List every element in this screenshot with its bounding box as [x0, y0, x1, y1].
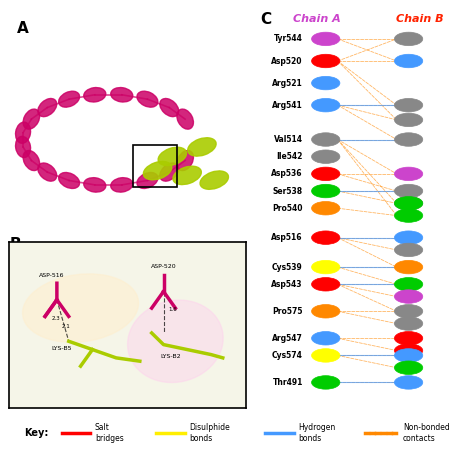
Text: LYS-B2: LYS-B2 [160, 354, 181, 359]
Ellipse shape [394, 133, 423, 146]
Text: Ile542: Ile542 [276, 152, 303, 161]
Text: ASP-516: ASP-516 [39, 273, 65, 278]
Text: Thr491: Thr491 [273, 378, 303, 387]
Text: ASP-520: ASP-520 [151, 264, 176, 269]
Text: Cys574: Cys574 [272, 351, 303, 360]
Ellipse shape [311, 99, 340, 112]
Text: Pro575: Pro575 [273, 307, 303, 316]
Text: Asp520: Asp520 [271, 56, 303, 65]
Ellipse shape [16, 137, 30, 157]
Text: Key:: Key: [24, 428, 48, 438]
Ellipse shape [311, 331, 340, 345]
Ellipse shape [84, 178, 106, 192]
Ellipse shape [160, 99, 179, 117]
Ellipse shape [311, 150, 340, 164]
Text: Asp536: Asp536 [271, 169, 303, 178]
Text: Ser538: Ser538 [273, 187, 303, 196]
Ellipse shape [394, 32, 423, 46]
Ellipse shape [23, 151, 40, 171]
Text: Asp516: Asp516 [271, 233, 303, 242]
Ellipse shape [394, 376, 423, 389]
Text: Val514: Val514 [274, 135, 303, 144]
Ellipse shape [23, 109, 40, 129]
Ellipse shape [188, 138, 216, 156]
Text: Non-bonded
contacts: Non-bonded contacts [403, 423, 450, 443]
Ellipse shape [311, 76, 340, 90]
Ellipse shape [143, 162, 172, 180]
Ellipse shape [311, 260, 340, 274]
Ellipse shape [311, 167, 340, 181]
Ellipse shape [394, 317, 423, 330]
Ellipse shape [394, 331, 423, 345]
Ellipse shape [394, 113, 423, 127]
Ellipse shape [311, 278, 340, 291]
Text: Chain A: Chain A [293, 14, 341, 24]
Ellipse shape [394, 167, 423, 181]
Ellipse shape [394, 54, 423, 68]
Ellipse shape [394, 304, 423, 318]
Ellipse shape [59, 173, 80, 189]
Text: 2.1: 2.1 [62, 324, 70, 329]
Ellipse shape [394, 349, 423, 362]
Ellipse shape [394, 260, 423, 274]
Ellipse shape [311, 349, 340, 362]
Ellipse shape [394, 243, 423, 257]
Ellipse shape [177, 151, 193, 171]
Ellipse shape [137, 91, 158, 107]
Text: Arg521: Arg521 [272, 79, 303, 88]
Ellipse shape [394, 99, 423, 112]
Ellipse shape [394, 184, 423, 198]
Text: Chain B: Chain B [396, 14, 443, 24]
Ellipse shape [200, 171, 228, 189]
Text: Arg547: Arg547 [272, 334, 303, 343]
Text: Pro540: Pro540 [273, 204, 303, 213]
Ellipse shape [394, 344, 423, 357]
Text: Disulphide
bonds: Disulphide bonds [190, 423, 230, 443]
Text: Hydrogen
bonds: Hydrogen bonds [299, 423, 336, 443]
Text: Arg541: Arg541 [272, 100, 303, 109]
Ellipse shape [111, 88, 133, 102]
Text: LYS-B5: LYS-B5 [51, 346, 72, 351]
Text: Tyr544: Tyr544 [274, 35, 303, 44]
Ellipse shape [394, 361, 423, 374]
Ellipse shape [16, 122, 30, 143]
Ellipse shape [177, 109, 193, 129]
Ellipse shape [394, 290, 423, 303]
Ellipse shape [38, 99, 57, 117]
Ellipse shape [394, 197, 423, 210]
Ellipse shape [311, 133, 340, 146]
Ellipse shape [137, 173, 158, 189]
Ellipse shape [173, 166, 201, 184]
Text: A: A [17, 21, 29, 36]
Ellipse shape [59, 91, 80, 107]
Ellipse shape [311, 201, 340, 215]
Ellipse shape [394, 278, 423, 291]
Text: 1.6: 1.6 [168, 308, 177, 312]
Ellipse shape [311, 376, 340, 389]
Ellipse shape [311, 304, 340, 318]
Text: Cys539: Cys539 [272, 263, 303, 272]
Ellipse shape [128, 300, 223, 383]
Ellipse shape [311, 184, 340, 198]
Ellipse shape [311, 32, 340, 46]
Ellipse shape [111, 178, 133, 192]
Ellipse shape [394, 209, 423, 222]
Ellipse shape [394, 231, 423, 245]
Ellipse shape [394, 197, 423, 210]
Ellipse shape [38, 163, 57, 181]
Ellipse shape [160, 163, 179, 181]
Text: Asp543: Asp543 [271, 280, 303, 289]
Text: C: C [261, 12, 272, 27]
Ellipse shape [311, 54, 340, 68]
Text: B: B [9, 237, 21, 252]
Ellipse shape [84, 88, 106, 102]
Text: Salt
bridges: Salt bridges [95, 423, 124, 443]
Ellipse shape [311, 231, 340, 245]
Ellipse shape [23, 274, 138, 342]
Ellipse shape [158, 147, 187, 165]
Text: 2.3: 2.3 [52, 316, 61, 321]
